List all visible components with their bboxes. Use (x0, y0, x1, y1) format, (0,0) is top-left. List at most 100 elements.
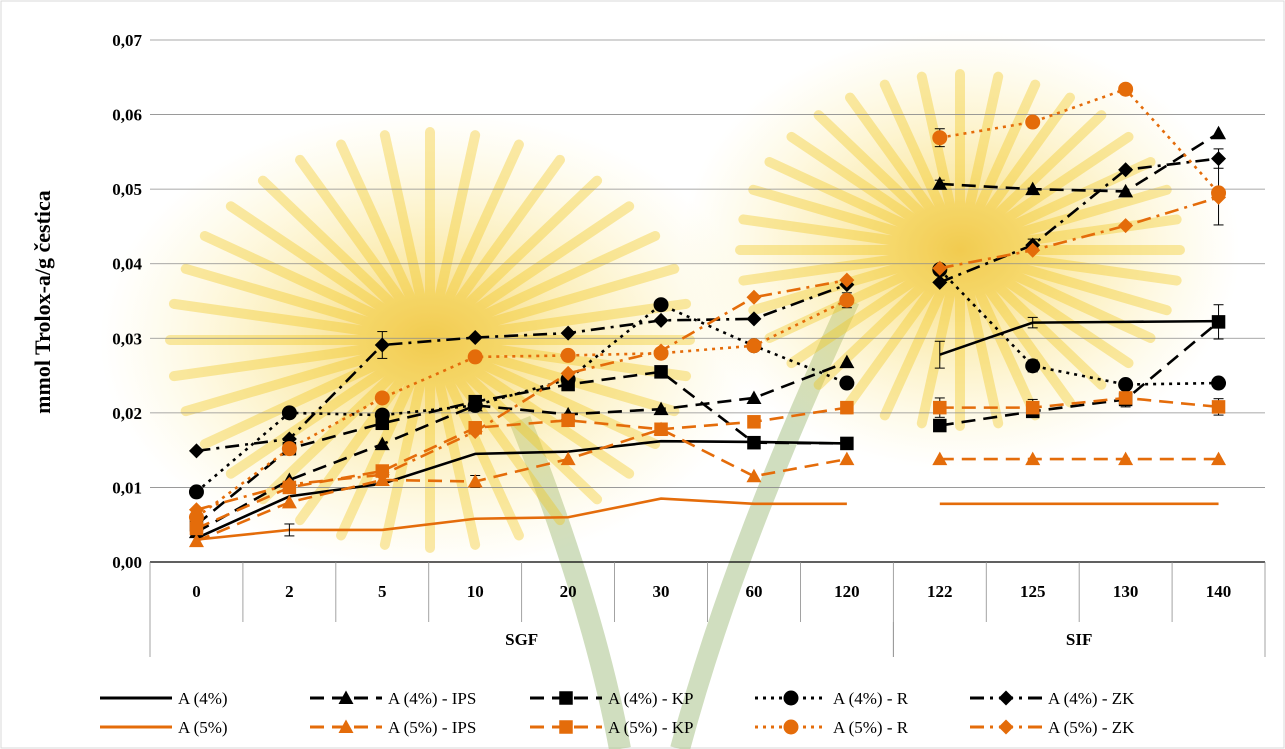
series-line (195, 427, 848, 543)
data-point (839, 451, 855, 466)
data-point (281, 441, 297, 457)
x-tick-label: 140 (1206, 582, 1232, 601)
series-line (196, 278, 848, 512)
data-point (746, 289, 762, 305)
legend-swatch-marker (338, 690, 354, 704)
legend-label: A (4%) - IPS (388, 689, 476, 708)
data-point (1118, 162, 1134, 178)
legend-entry: A (5%) - R (755, 718, 909, 737)
legend-entry: A (5%) - KP (530, 718, 693, 737)
series-line (939, 196, 1219, 270)
legend-label: A (5%) - R (833, 718, 909, 737)
x-tick-label: 20 (560, 582, 577, 601)
group-label: SGF (505, 630, 538, 649)
data-point (1025, 181, 1041, 196)
series-a-5- (196, 497, 1219, 541)
series-a-4-r (188, 262, 1227, 500)
x-tick-label: 60 (745, 582, 762, 601)
data-point (1211, 125, 1227, 140)
x-tick-label: 10 (467, 582, 484, 601)
legend-label: A (5%) (178, 718, 228, 737)
series-line (196, 283, 848, 453)
legend-swatch-marker (559, 691, 573, 705)
legend-entry: A (4%) - R (755, 689, 909, 708)
data-point (374, 390, 390, 406)
data-point (932, 274, 948, 290)
data-point (1118, 391, 1133, 405)
legend-label: A (4%) - R (833, 689, 909, 708)
series-line (195, 370, 847, 526)
data-point (839, 375, 855, 391)
legend-entry: A (4%) - IPS (310, 689, 476, 708)
data-point (281, 494, 297, 509)
data-point (1025, 358, 1041, 374)
data-point (653, 297, 669, 313)
legend-entry: A (4%) (100, 689, 228, 708)
data-point (747, 415, 761, 429)
series-line (939, 157, 1219, 284)
data-point (1025, 242, 1041, 258)
data-point (653, 312, 669, 328)
series-line (195, 406, 848, 530)
legend-entry: A (4%) - ZK (970, 689, 1135, 708)
flower-right-petals (735, 69, 1185, 431)
data-point (467, 349, 483, 365)
x-tick-label: 130 (1113, 582, 1139, 601)
data-point (1025, 451, 1041, 466)
data-point (1118, 218, 1134, 234)
data-point (560, 365, 576, 381)
data-point (188, 443, 204, 459)
series-line (195, 360, 848, 534)
data-point (746, 468, 762, 483)
data-point (188, 533, 204, 548)
x-tick-label: 122 (927, 582, 953, 601)
legend-entry: A (4%) - KP (530, 689, 693, 708)
data-point (374, 436, 390, 451)
y-tick-label: 0,03 (112, 329, 142, 348)
y-tick-label: 0,01 (112, 478, 142, 497)
legend-swatch-marker (998, 719, 1014, 735)
y-tick-label: 0,07 (112, 31, 142, 50)
series-line (195, 439, 847, 540)
data-point (1211, 189, 1227, 205)
data-point (654, 365, 668, 379)
data-point (933, 400, 947, 415)
x-tick-label: 30 (653, 582, 670, 601)
series-group (188, 81, 1227, 548)
data-point (746, 338, 762, 354)
data-point (933, 418, 947, 433)
y-tick-label: 0,02 (112, 404, 142, 423)
legend-swatch-marker (338, 719, 354, 733)
data-point (1211, 151, 1227, 167)
legend-label: A (4%) (178, 689, 228, 708)
series-a-5-zk (188, 189, 1227, 518)
data-point (839, 292, 855, 308)
data-point (839, 272, 855, 288)
data-point (560, 347, 576, 363)
data-point (560, 325, 576, 341)
data-point (839, 354, 855, 369)
data-point (747, 435, 761, 450)
legend-label: A (5%) - IPS (388, 718, 476, 737)
legend-label: A (5%) - ZK (1048, 718, 1135, 737)
series-line (195, 299, 848, 519)
x-tick-label: 120 (834, 582, 860, 601)
series-a-4- (195, 316, 1219, 540)
data-point (561, 413, 575, 428)
data-point (189, 521, 204, 536)
data-point (840, 400, 854, 415)
data-point (1211, 315, 1226, 329)
x-tick-label: 5 (378, 582, 387, 601)
data-point (1211, 451, 1227, 466)
data-point (374, 407, 390, 423)
series-line (939, 320, 1220, 427)
y-tick-label: 0,00 (112, 553, 142, 572)
data-point (1118, 183, 1134, 198)
legend-label: A (5%) - KP (608, 718, 693, 737)
series-line (938, 268, 1219, 386)
series-line (939, 396, 1219, 409)
data-point (188, 484, 204, 500)
data-point (1211, 375, 1227, 391)
legend-swatch-marker (998, 690, 1014, 706)
